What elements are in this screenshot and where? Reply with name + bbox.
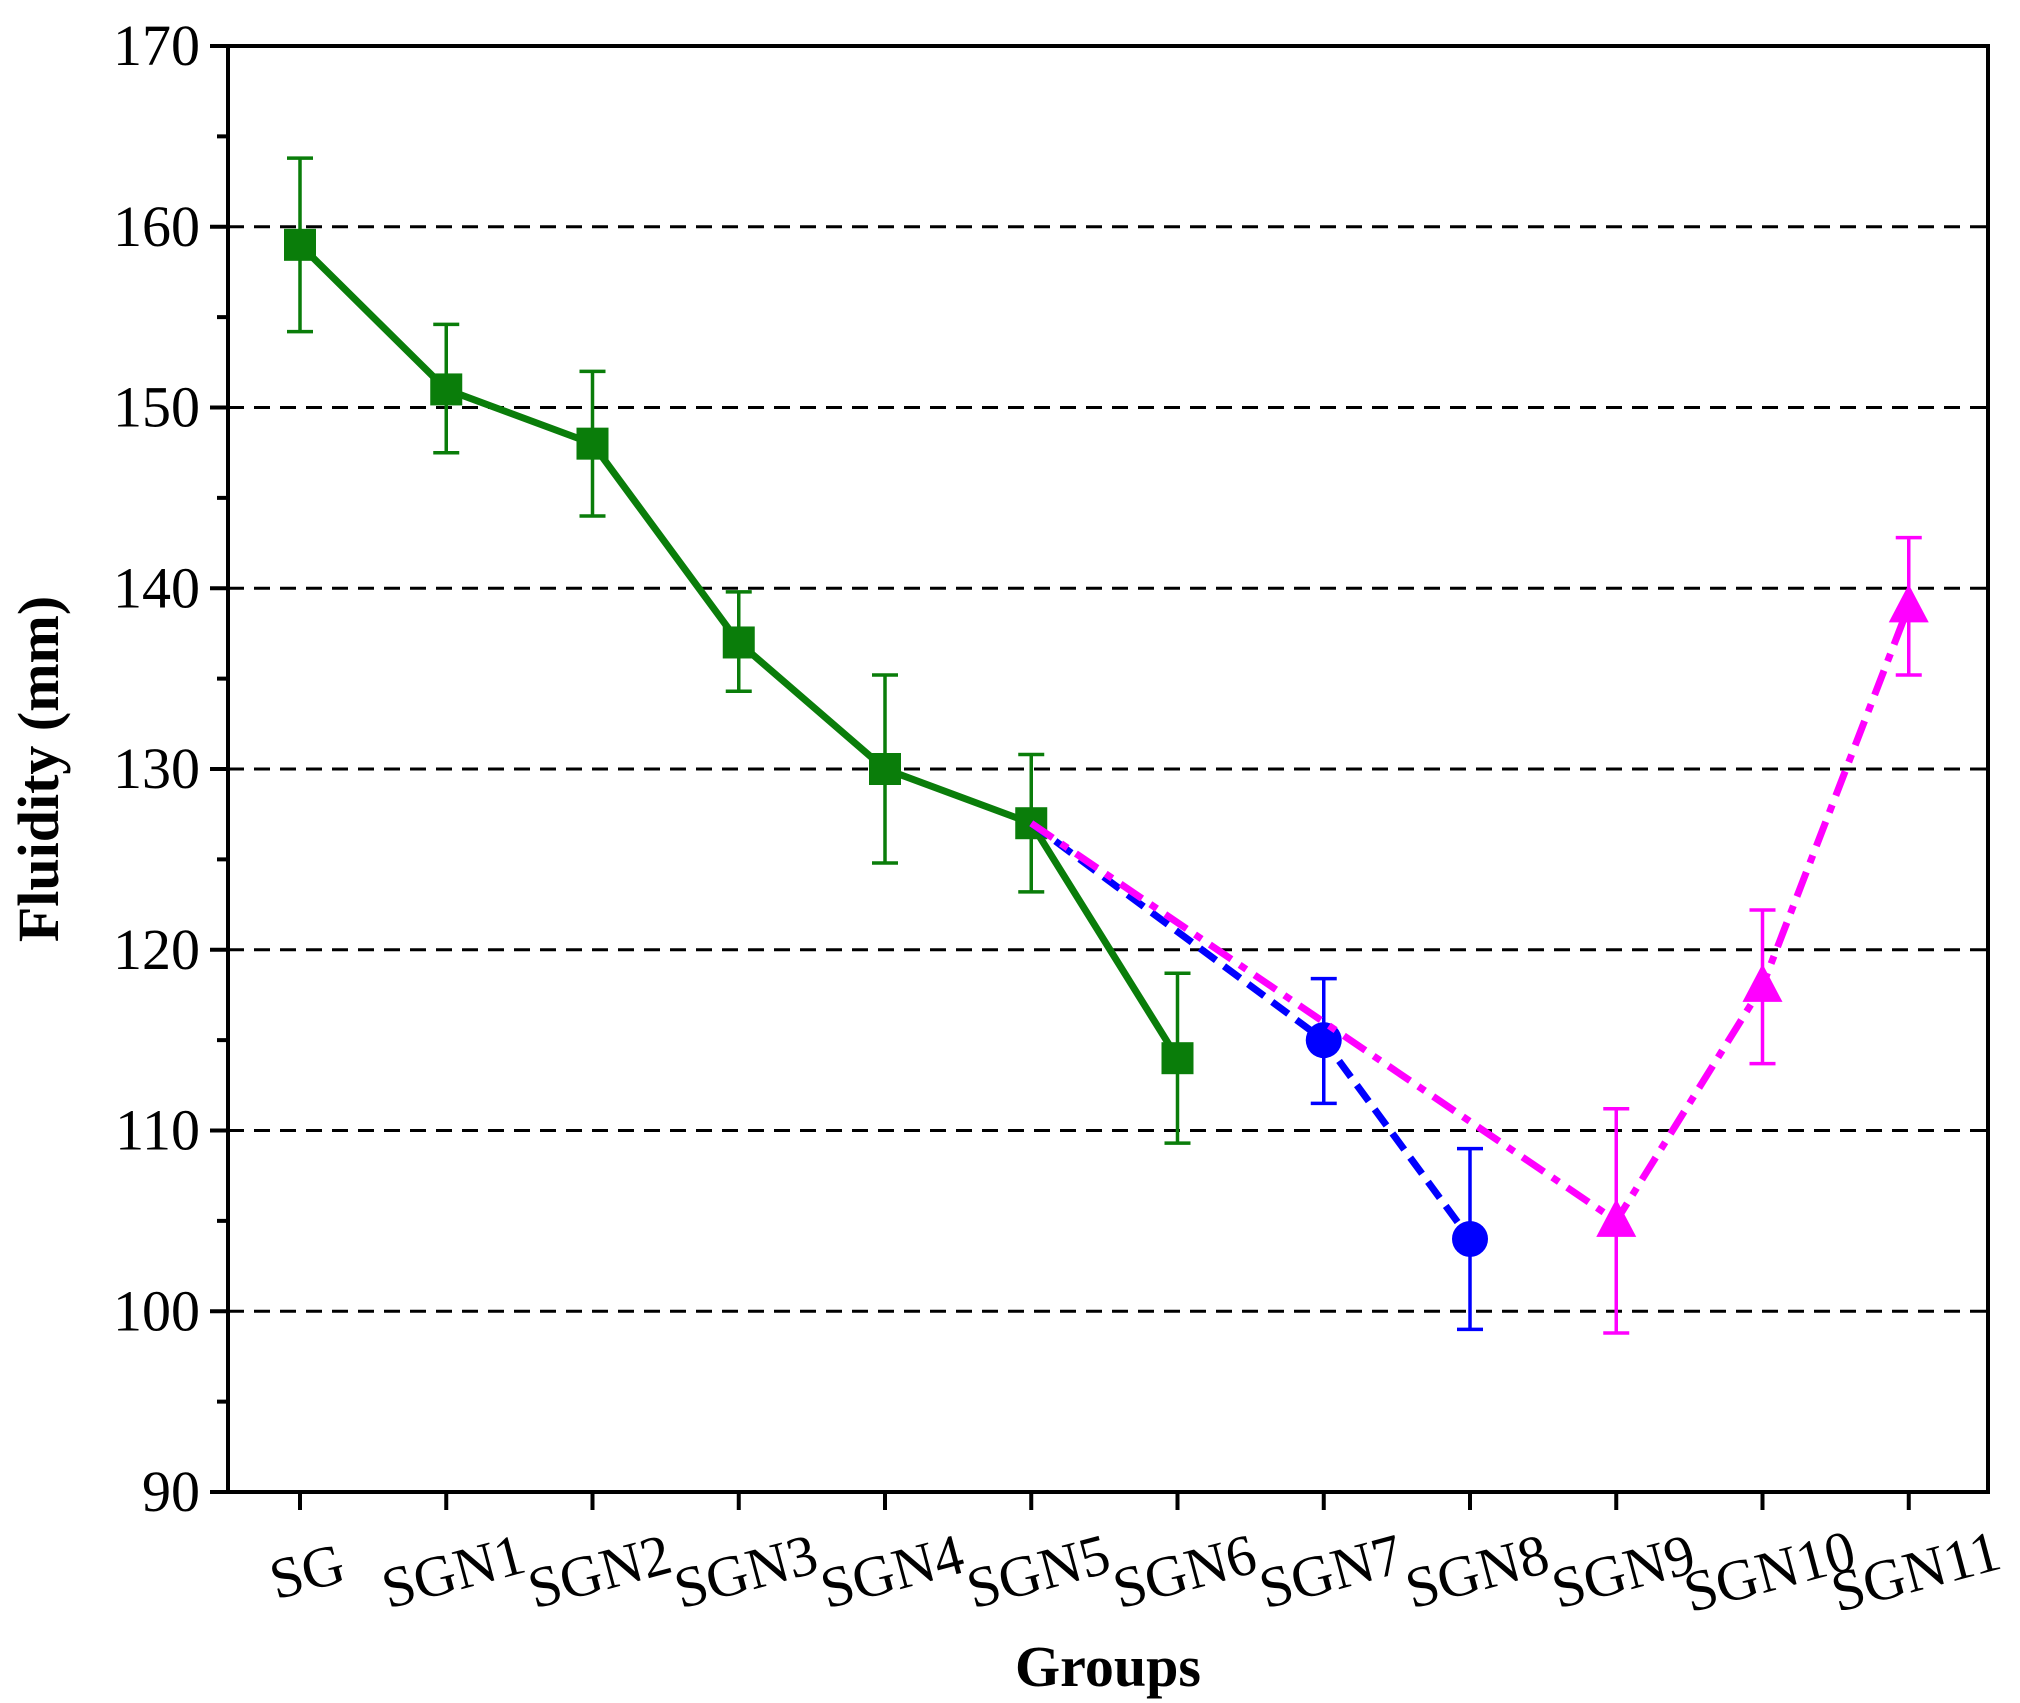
marker-SGN4 xyxy=(869,753,901,785)
x-axis-title: Groups xyxy=(1015,1634,1201,1699)
marker-SGN10 xyxy=(1742,963,1783,1002)
y-tick-label-150: 150 xyxy=(113,375,200,440)
y-tick-label-100: 100 xyxy=(113,1278,200,1343)
y-tick-label-170: 170 xyxy=(113,13,200,78)
marker-SGN8 xyxy=(1452,1220,1488,1257)
y-tick-label-130: 130 xyxy=(113,736,200,801)
series-3 xyxy=(1029,535,1929,1335)
marker-SGN11 xyxy=(1888,584,1929,623)
marker-SGN2 xyxy=(576,427,609,460)
y-tick-label-120: 120 xyxy=(113,917,200,982)
y-axis-title: Fluidity (mm) xyxy=(6,596,71,942)
series-layer xyxy=(284,156,1929,1335)
y-tick-label-160: 160 xyxy=(113,194,200,259)
y-tick-label-140: 140 xyxy=(113,555,200,620)
marker-SG xyxy=(284,228,316,261)
marker-SGN9 xyxy=(1596,1198,1637,1237)
y-tick-label-110: 110 xyxy=(115,1098,200,1163)
marker-SGN6 xyxy=(1161,1042,1194,1075)
y-tick-label-90: 90 xyxy=(142,1459,200,1524)
marker-SGN3 xyxy=(722,626,755,659)
gridlines xyxy=(228,225,1988,1313)
marker-SGN1 xyxy=(430,373,463,406)
